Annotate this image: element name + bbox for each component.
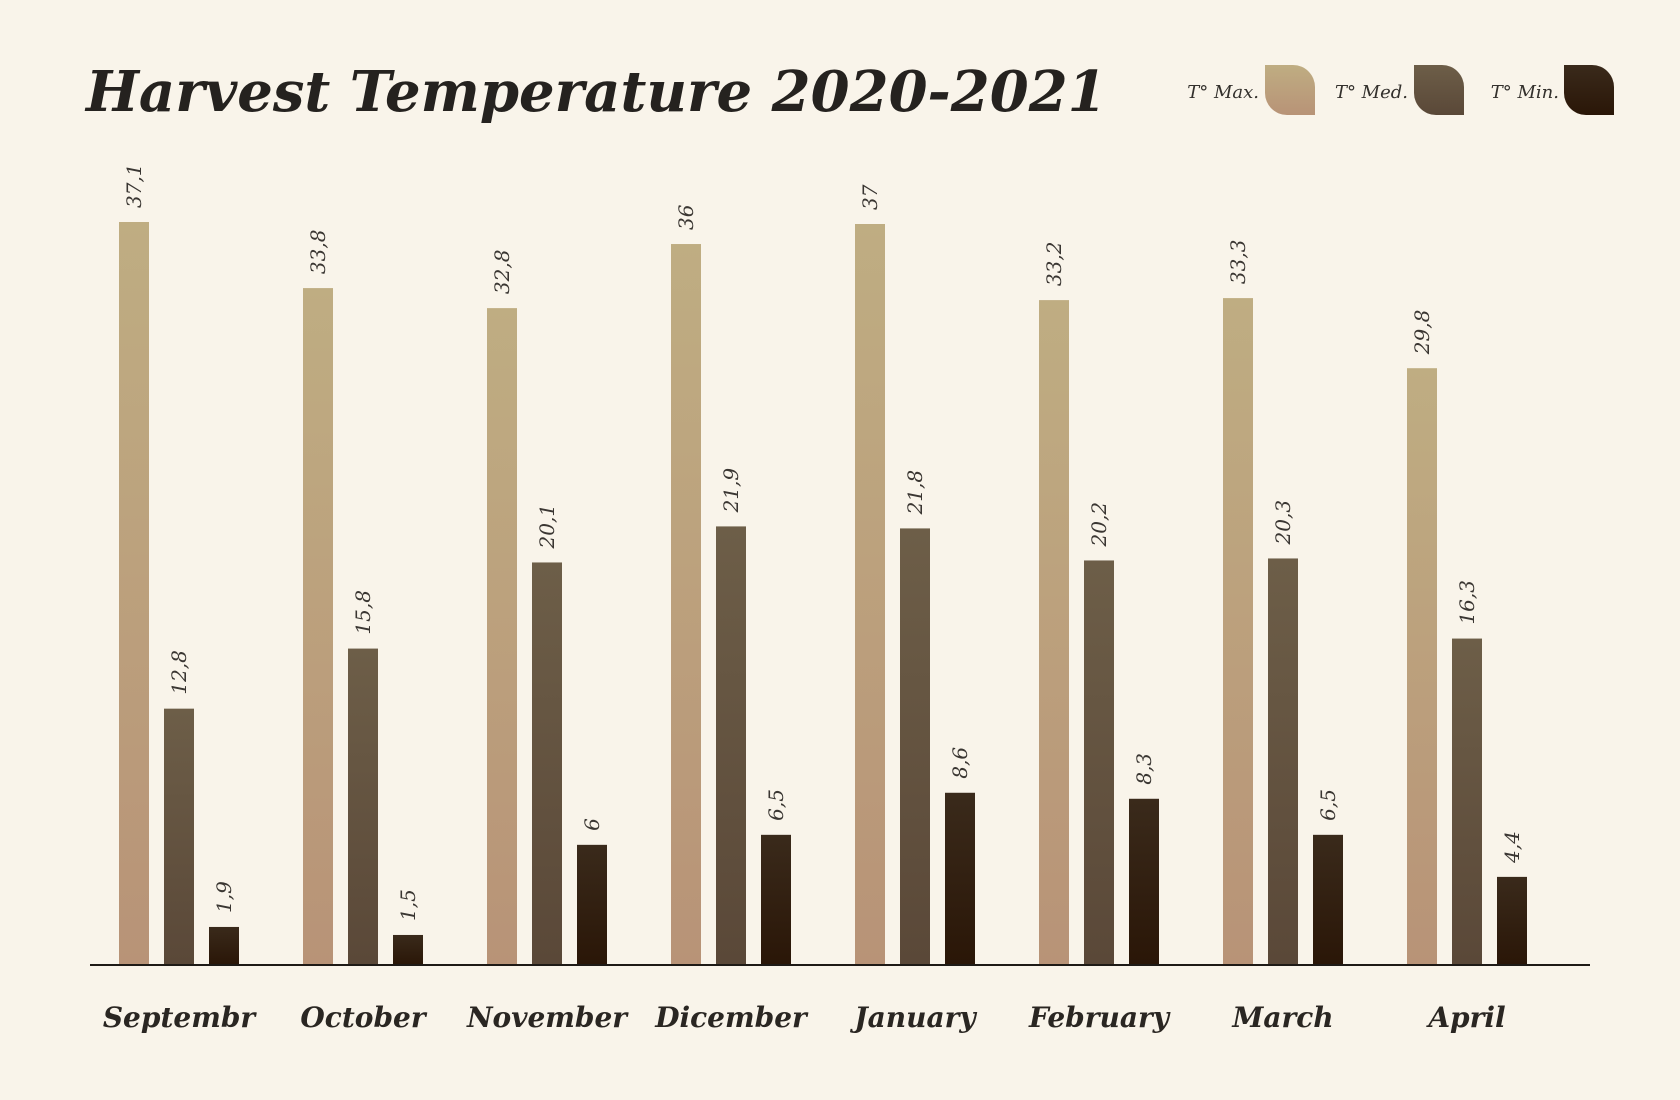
chart-title: Harvest Temperature 2020-2021 <box>84 59 1107 125</box>
legend-label-t-max: T° Max. <box>1187 82 1259 103</box>
value-label-t-min-january: 8,6 <box>948 747 972 779</box>
bar-t-med-septembr <box>164 708 194 965</box>
value-label-t-min-november: 6 <box>580 818 604 831</box>
bar-t-min-february <box>1129 798 1159 965</box>
value-label-t-max-april: 29,8 <box>1410 310 1434 356</box>
chart-legend: T° Max. T° Med. T° Min. <box>1187 65 1614 115</box>
value-label-t-max-dicember: 36 <box>674 204 698 230</box>
month-label-october: October <box>300 1001 427 1034</box>
bar-t-med-dicember <box>716 526 746 965</box>
value-labels-group: 37,1 12,8 1,9 33,8 15,8 1,5 32,8 20,1 6 36 21,9 6,5… <box>122 163 1524 920</box>
bar-t-med-november <box>532 562 562 965</box>
value-label-t-min-february: 8,3 <box>1132 753 1156 785</box>
month-labels-group: Septembr October November Dicember January Fe… <box>103 1001 1506 1034</box>
bar-t-med-january <box>900 528 930 965</box>
bar-t-med-february <box>1084 560 1114 965</box>
value-label-t-max-october: 33,8 <box>306 230 330 275</box>
bar-t-med-march <box>1268 558 1298 965</box>
value-label-t-max-february: 33,2 <box>1042 242 1066 287</box>
bar-t-max-septembr <box>119 222 149 965</box>
bar-t-max-march <box>1223 298 1253 965</box>
bar-t-min-november <box>577 844 607 965</box>
value-label-t-med-march: 20,3 <box>1271 500 1295 546</box>
bar-t-max-february <box>1039 300 1069 966</box>
bar-t-min-septembr <box>209 926 239 965</box>
value-label-t-max-november: 32,8 <box>490 250 514 295</box>
legend-swatch-t-max <box>1265 65 1315 115</box>
bar-t-min-dicember <box>761 834 791 965</box>
value-label-t-min-dicember: 6,5 <box>764 789 788 821</box>
month-label-april: April <box>1425 1001 1505 1034</box>
bar-t-min-october <box>393 934 423 965</box>
value-label-t-min-march: 6,5 <box>1316 789 1340 821</box>
legend-swatch-t-med <box>1414 65 1464 115</box>
bar-t-min-april <box>1497 876 1527 965</box>
bar-t-med-october <box>348 648 378 965</box>
month-label-january: January <box>849 1001 977 1034</box>
bar-t-max-october <box>303 288 333 965</box>
value-label-t-min-april: 4,4 <box>1500 831 1524 864</box>
month-label-septembr: Septembr <box>103 1001 258 1034</box>
month-label-february: February <box>1028 1001 1171 1034</box>
legend-label-t-med: T° Med. <box>1335 82 1408 103</box>
bar-t-max-april <box>1407 368 1437 965</box>
bar-t-min-march <box>1313 834 1343 965</box>
value-label-t-max-january: 37 <box>858 184 882 210</box>
bar-t-max-dicember <box>671 244 701 965</box>
legend-label-t-min: T° Min. <box>1491 82 1559 103</box>
value-label-t-med-october: 15,8 <box>351 590 375 635</box>
bar-t-med-april <box>1452 638 1482 965</box>
value-label-t-min-october: 1,5 <box>396 889 420 921</box>
bars-group <box>119 222 1527 966</box>
value-label-t-max-septembr: 37,1 <box>122 163 146 208</box>
month-label-dicember: Dicember <box>654 1001 809 1034</box>
value-label-t-max-march: 33,3 <box>1226 240 1250 285</box>
value-label-t-med-november: 20,1 <box>535 504 559 550</box>
value-label-t-med-january: 21,8 <box>903 470 927 516</box>
legend-swatch-t-min <box>1564 65 1614 115</box>
bar-t-max-november <box>487 308 517 965</box>
month-label-november: November <box>466 1001 629 1034</box>
value-label-t-med-february: 20,2 <box>1087 502 1111 548</box>
bar-t-max-january <box>855 224 885 966</box>
value-label-t-med-dicember: 21,9 <box>719 468 743 514</box>
month-label-march: March <box>1231 1001 1333 1034</box>
value-label-t-med-septembr: 12,8 <box>167 650 191 695</box>
bar-t-min-january <box>945 792 975 965</box>
value-label-t-med-april: 16,3 <box>1455 580 1479 625</box>
value-label-t-min-septembr: 1,9 <box>212 881 236 913</box>
